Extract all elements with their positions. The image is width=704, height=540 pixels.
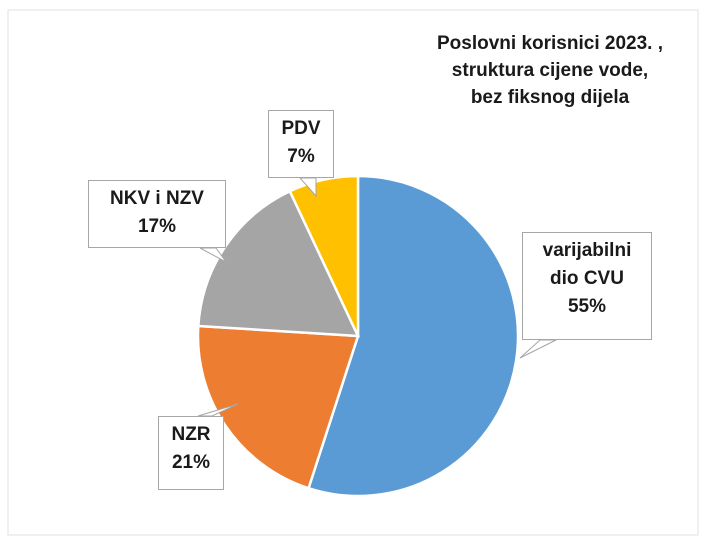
value-label: 55%	[567, 296, 607, 317]
value-label: 17%	[137, 216, 177, 237]
callout-tail	[519, 339, 557, 359]
value-label: 21%	[171, 452, 211, 473]
callout-tail	[199, 247, 227, 263]
callout-tail	[298, 177, 317, 198]
data-label: varijabilni dio CVU 55%	[522, 232, 652, 340]
category-label: NZR	[171, 424, 211, 445]
data-label: PDV 7%	[268, 110, 334, 178]
chart-title: Poslovni korisnici 2023. , struktura cij…	[437, 33, 663, 108]
data-label: NKV i NZV 17%	[88, 180, 226, 248]
pie-slice	[288, 174, 360, 337]
pie-slice	[306, 174, 520, 498]
value-label: 7%	[287, 146, 315, 167]
category-label: PDV	[281, 118, 321, 139]
category-label: varijabilni dio CVU	[542, 240, 632, 289]
chart-border	[7, 9, 699, 536]
pie-slice	[196, 324, 360, 490]
data-label: NZR 21%	[158, 416, 224, 490]
category-label: NKV i NZV	[110, 188, 204, 209]
